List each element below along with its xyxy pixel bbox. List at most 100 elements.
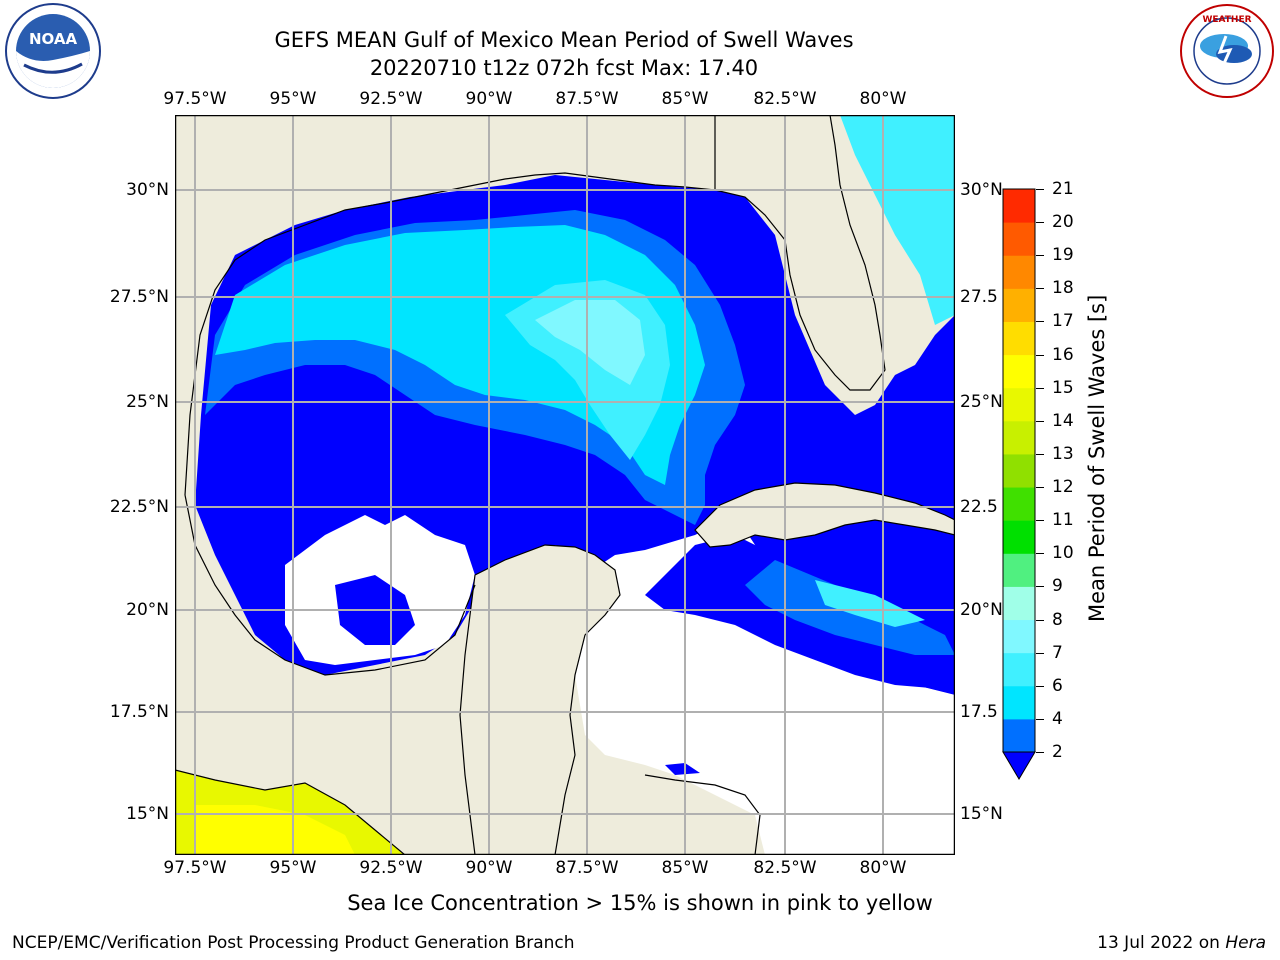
lat-tick-left: 20°N (126, 600, 169, 620)
colorbar-tick-mark (1036, 553, 1044, 555)
colorbar-tick-mark (1036, 652, 1044, 654)
footer-date: 13 Jul 2022 on (1097, 933, 1226, 953)
atlantic-swell-region (840, 115, 955, 325)
lon-tick-top: 92.5°W (359, 89, 423, 109)
colorbar-tick-mark (1036, 189, 1044, 190)
colorbar-swatch (1003, 387, 1035, 422)
gulf-swell-pale (535, 300, 645, 385)
lon-tick-bottom: 87.5°W (555, 858, 619, 878)
colorbar-tick-label: 9 (1052, 576, 1063, 597)
noaa-logo-icon: NOAA (5, 3, 101, 99)
lat-tick-right: 17.5 (960, 702, 998, 722)
svg-text:NOAA: NOAA (29, 30, 78, 48)
page-title: GEFS MEAN Gulf of Mexico Mean Period of … (274, 28, 854, 52)
colorbar-swatch (1003, 586, 1035, 621)
lon-tick-top: 85°W (661, 89, 709, 109)
pacific-region-inner (195, 805, 355, 855)
colorbar-tick-mark (1036, 321, 1044, 323)
colorbar-tick-label: 21 (1052, 179, 1074, 199)
colorbar-swatch (1003, 288, 1035, 322)
honduras-swell-patch (665, 763, 700, 775)
map-panel (175, 115, 955, 855)
lon-tick-bottom: 92.5°W (359, 858, 423, 878)
colorbar-tick-mark (1036, 354, 1044, 356)
colorbar-tick-label: 20 (1052, 212, 1074, 233)
lat-tick-left: 17.5°N (109, 702, 169, 722)
colorbar-swatch (1003, 652, 1035, 687)
lat-tick-right: 15°N (960, 804, 1003, 824)
lon-tick-bottom: 85°W (661, 858, 709, 878)
colorbar-swatch (1003, 420, 1035, 455)
colorbar-tick-label: 19 (1052, 245, 1074, 266)
nws-logo-icon: WEATHER (1180, 4, 1274, 98)
lon-tick-top: 82.5°W (753, 89, 817, 109)
colorbar-tick-mark (1036, 420, 1044, 422)
colorbar-tick-label: 15 (1052, 377, 1074, 398)
central-america-coastline (644, 774, 761, 855)
colorbar-frame (1002, 188, 1036, 753)
lat-tick-right: 20°N (960, 600, 1003, 620)
lat-tick-right: 25°N (960, 392, 1003, 412)
colorbar-swatch (1003, 520, 1035, 554)
colorbar (1002, 188, 1036, 780)
lon-tick-bottom: 97.5°W (163, 858, 227, 878)
colorbar-tick-mark (1036, 222, 1044, 224)
colorbar-tick-mark (1036, 685, 1044, 687)
lon-tick-top: 90°W (465, 89, 513, 109)
pacific-coastline (175, 769, 406, 855)
colorbar-swatch (1003, 354, 1035, 389)
colorbar-label: Mean Period of Swell Waves [s] (1085, 294, 1109, 622)
colorbar-swatch (1003, 619, 1035, 654)
colorbar-swatch (1003, 718, 1035, 753)
colorbar-tick-mark (1036, 288, 1044, 290)
footer-left: NCEP/EMC/Verification Post Processing Pr… (12, 933, 575, 953)
colorbar-tick-label: 11 (1052, 510, 1074, 531)
lat-tick-right: 30°N (960, 180, 1003, 200)
colorbar-swatch (1003, 553, 1035, 587)
colorbar-tick-label: 12 (1052, 477, 1074, 498)
lat-lon-grid (175, 115, 955, 855)
lon-tick-top: 97.5°W (163, 89, 227, 109)
colorbar-swatch (1003, 487, 1035, 521)
page-subtitle: 20220710 t12z 072h fcst Max: 17.40 (369, 56, 759, 80)
us-gulf-coastline (184, 172, 716, 496)
lat-tick-left: 25°N (126, 392, 169, 412)
colorbar-swatch (1003, 189, 1035, 223)
colorbar-swatch (1003, 453, 1035, 488)
lon-tick-top: 95°W (269, 89, 317, 109)
footer-right: 13 Jul 2022 on Hera (1097, 933, 1266, 953)
colorbar-tick-label: 2 (1052, 742, 1063, 762)
colorbar-tick-mark (1036, 387, 1044, 389)
caption: Sea Ice Concentration > 15% is shown in … (347, 891, 933, 915)
colorbar-tick-label: 4 (1052, 708, 1063, 729)
colorbar-tick-mark (1036, 520, 1044, 522)
lon-tick-top: 87.5°W (555, 89, 619, 109)
colorbar-tick-label: 16 (1052, 344, 1074, 365)
colorbar-extend-arrow (1002, 751, 1036, 780)
lon-tick-bottom: 95°W (269, 858, 317, 878)
yucatan-peninsula (459, 544, 621, 855)
lat-tick-right: 27.5 (960, 287, 998, 307)
cuba-island (694, 482, 955, 548)
lon-tick-bottom: 80°W (859, 858, 907, 878)
colorbar-tick-mark (1036, 718, 1044, 720)
lon-tick-bottom: 82.5°W (753, 858, 817, 878)
colorbar-tick-label: 17 (1052, 311, 1074, 332)
colorbar-tick-mark (1036, 453, 1044, 455)
caribbean-swell-light (815, 580, 925, 627)
colorbar-tick-mark (1036, 255, 1044, 257)
lat-tick-right: 22.5 (960, 497, 998, 517)
colorbar-tick-label: 7 (1052, 642, 1063, 663)
colorbar-tick-label: 8 (1052, 609, 1063, 630)
mexico-coastline (184, 494, 476, 676)
lon-tick-bottom: 90°W (465, 858, 513, 878)
lat-tick-left: 15°N (126, 804, 169, 824)
colorbar-tick-mark (1036, 487, 1044, 489)
lon-tick-top: 80°W (859, 89, 907, 109)
map-frame (175, 115, 955, 855)
colorbar-tick-label: 14 (1052, 410, 1074, 431)
footer-host: Hera (1225, 933, 1266, 953)
colorbar-tick-label: 13 (1052, 443, 1074, 464)
colorbar-swatch (1003, 255, 1035, 289)
colorbar-swatch (1003, 222, 1035, 256)
